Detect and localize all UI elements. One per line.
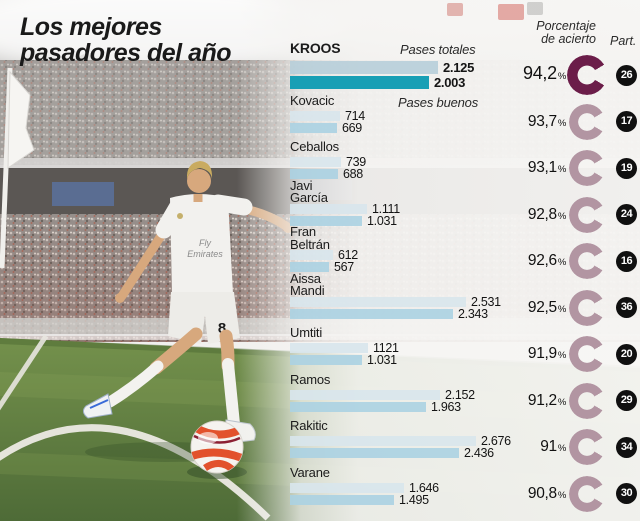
bar-pases-totales <box>290 203 367 214</box>
value-pases-totales: 2.676 <box>481 434 511 448</box>
value-pases-buenos: 669 <box>342 120 362 135</box>
accuracy-value: 94,2% <box>523 63 566 83</box>
value-pases-buenos: 2.436 <box>464 446 494 460</box>
matches-badge: 24 <box>616 204 637 225</box>
matches-badge: 34 <box>616 436 637 458</box>
accuracy-value: 92,8% <box>527 205 566 223</box>
stadium-screen-red-2 <box>498 4 524 20</box>
value-pases-totales: 2.125 <box>443 59 475 75</box>
accuracy-value: 91,9% <box>527 345 566 362</box>
matches-badge: 26 <box>616 64 637 86</box>
bar-pases-totales <box>290 110 340 121</box>
bar-pases-buenos <box>290 122 337 133</box>
player-name: Ramos <box>290 371 331 387</box>
accuracy-value: 93,7% <box>527 112 566 130</box>
bar-pases-totales <box>290 296 466 307</box>
player-name: Varane <box>290 464 330 480</box>
accuracy-value: 91% <box>540 438 566 455</box>
accuracy-ring <box>569 150 605 186</box>
player-name: KROOS <box>290 40 341 56</box>
bar-pases-totales <box>290 61 438 74</box>
column-header-participations: Part. <box>610 34 637 48</box>
title-line-1: Los mejores <box>20 13 162 41</box>
accuracy-header-line-1: Porcentaje <box>536 19 596 33</box>
accuracy-value: 92,5% <box>527 298 566 316</box>
accuracy-ring <box>569 475 605 512</box>
accuracy-value: 90,8% <box>527 484 566 502</box>
value-pases-totales: 2.531 <box>471 294 501 309</box>
bar-pases-totales <box>290 250 333 260</box>
player-name: Umtiti <box>290 325 323 340</box>
value-pases-buenos: 567 <box>334 260 354 274</box>
matches-badge: 36 <box>616 297 637 318</box>
bar-pases-totales <box>290 389 440 400</box>
accuracy-ring <box>569 243 605 279</box>
matches-badge: 30 <box>616 483 637 504</box>
bar-pases-totales <box>290 436 476 446</box>
legend-pases-buenos: Pases buenos <box>398 95 478 110</box>
bar-pases-totales <box>290 482 404 493</box>
accuracy-ring <box>567 55 607 95</box>
player-name: Ceballos <box>290 139 339 154</box>
player-name: Javi García <box>290 177 328 205</box>
accuracy-header-line-2: de acierto <box>541 31 596 46</box>
bar-pases-buenos <box>290 169 338 179</box>
accuracy-value: 91,2% <box>527 391 566 409</box>
value-pases-buenos: 1.963 <box>431 399 461 414</box>
bar-pases-buenos <box>290 215 362 226</box>
value-pases-totales: 739 <box>346 155 366 169</box>
value-pases-totales: 1121 <box>373 341 399 355</box>
value-pases-buenos: 688 <box>343 167 363 181</box>
accuracy-ring <box>569 103 605 140</box>
player-name: Aissa Mandi <box>290 270 325 298</box>
value-pases-totales: 1.646 <box>409 480 439 495</box>
legend-pases-totales: Pases totales <box>400 42 476 57</box>
accuracy-value: 93,1% <box>527 159 566 176</box>
matches-badge: 20 <box>616 343 637 365</box>
stadium-screen-red-1 <box>447 3 463 16</box>
accuracy-ring <box>569 336 605 372</box>
accuracy-value: 92,6% <box>527 252 566 269</box>
matches-badge: 17 <box>616 111 637 132</box>
bar-pases-buenos <box>290 448 459 458</box>
matches-badge: 19 <box>616 157 637 179</box>
bar-pases-buenos <box>290 401 426 412</box>
player-name: Fran Beltrán <box>290 224 330 252</box>
player-name: Rakitic <box>290 418 328 433</box>
bar-pases-buenos <box>290 76 429 89</box>
value-pases-buenos: 1.031 <box>367 353 397 367</box>
accuracy-ring <box>569 382 605 419</box>
column-header-accuracy: Porcentaje de acierto <box>500 20 596 45</box>
value-pases-buenos: 2.343 <box>458 306 488 321</box>
accuracy-ring <box>569 196 605 233</box>
bar-pases-buenos <box>290 494 394 505</box>
value-pases-totales: 714 <box>345 108 365 123</box>
bar-pases-totales <box>290 343 368 353</box>
matches-badge: 16 <box>616 250 637 272</box>
bar-pases-totales <box>290 157 341 167</box>
value-pases-totales: 1.111 <box>372 201 400 216</box>
value-pases-totales: 2.152 <box>445 387 475 402</box>
player-name: Kovacic <box>290 92 335 108</box>
page-title: Los mejores pasadores del año <box>20 13 232 67</box>
bar-pases-buenos <box>290 355 362 365</box>
bar-pases-buenos <box>290 308 453 319</box>
bar-pases-buenos <box>290 262 329 272</box>
accuracy-ring <box>569 429 605 465</box>
value-pases-totales: 612 <box>338 248 358 262</box>
accuracy-ring <box>569 289 605 326</box>
value-pases-buenos: 2.003 <box>434 74 466 90</box>
value-pases-buenos: 1.031 <box>367 213 397 228</box>
stadium-screen-gray <box>527 2 543 15</box>
matches-badge: 29 <box>616 390 637 411</box>
title-line-2: pasadores del año <box>20 39 232 67</box>
value-pases-buenos: 1.495 <box>399 492 429 507</box>
